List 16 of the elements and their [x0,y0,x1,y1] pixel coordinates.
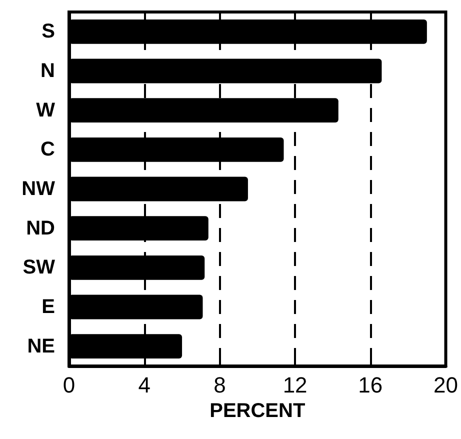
x-tick-label: 16 [358,372,383,398]
y-tick-label: C [40,138,55,161]
y-tick-label: NW [22,178,56,200]
x-tick-label: 4 [138,372,150,398]
y-tick-label: ND [26,217,55,240]
x-tick-label: 20 [434,372,458,398]
x-tick-label: 12 [282,372,308,398]
x-axis-title: PERCENT [210,400,306,422]
y-tick-label: W [36,99,56,122]
y-tick-label: E [42,296,55,318]
y-tick-label: S [42,20,55,43]
y-tick-label: N [40,60,55,82]
y-tick-label: SW [22,256,56,279]
y-tick-label: NE [27,335,55,358]
x-tick-label: 0 [62,372,76,398]
x-tick-label: 8 [214,372,226,398]
